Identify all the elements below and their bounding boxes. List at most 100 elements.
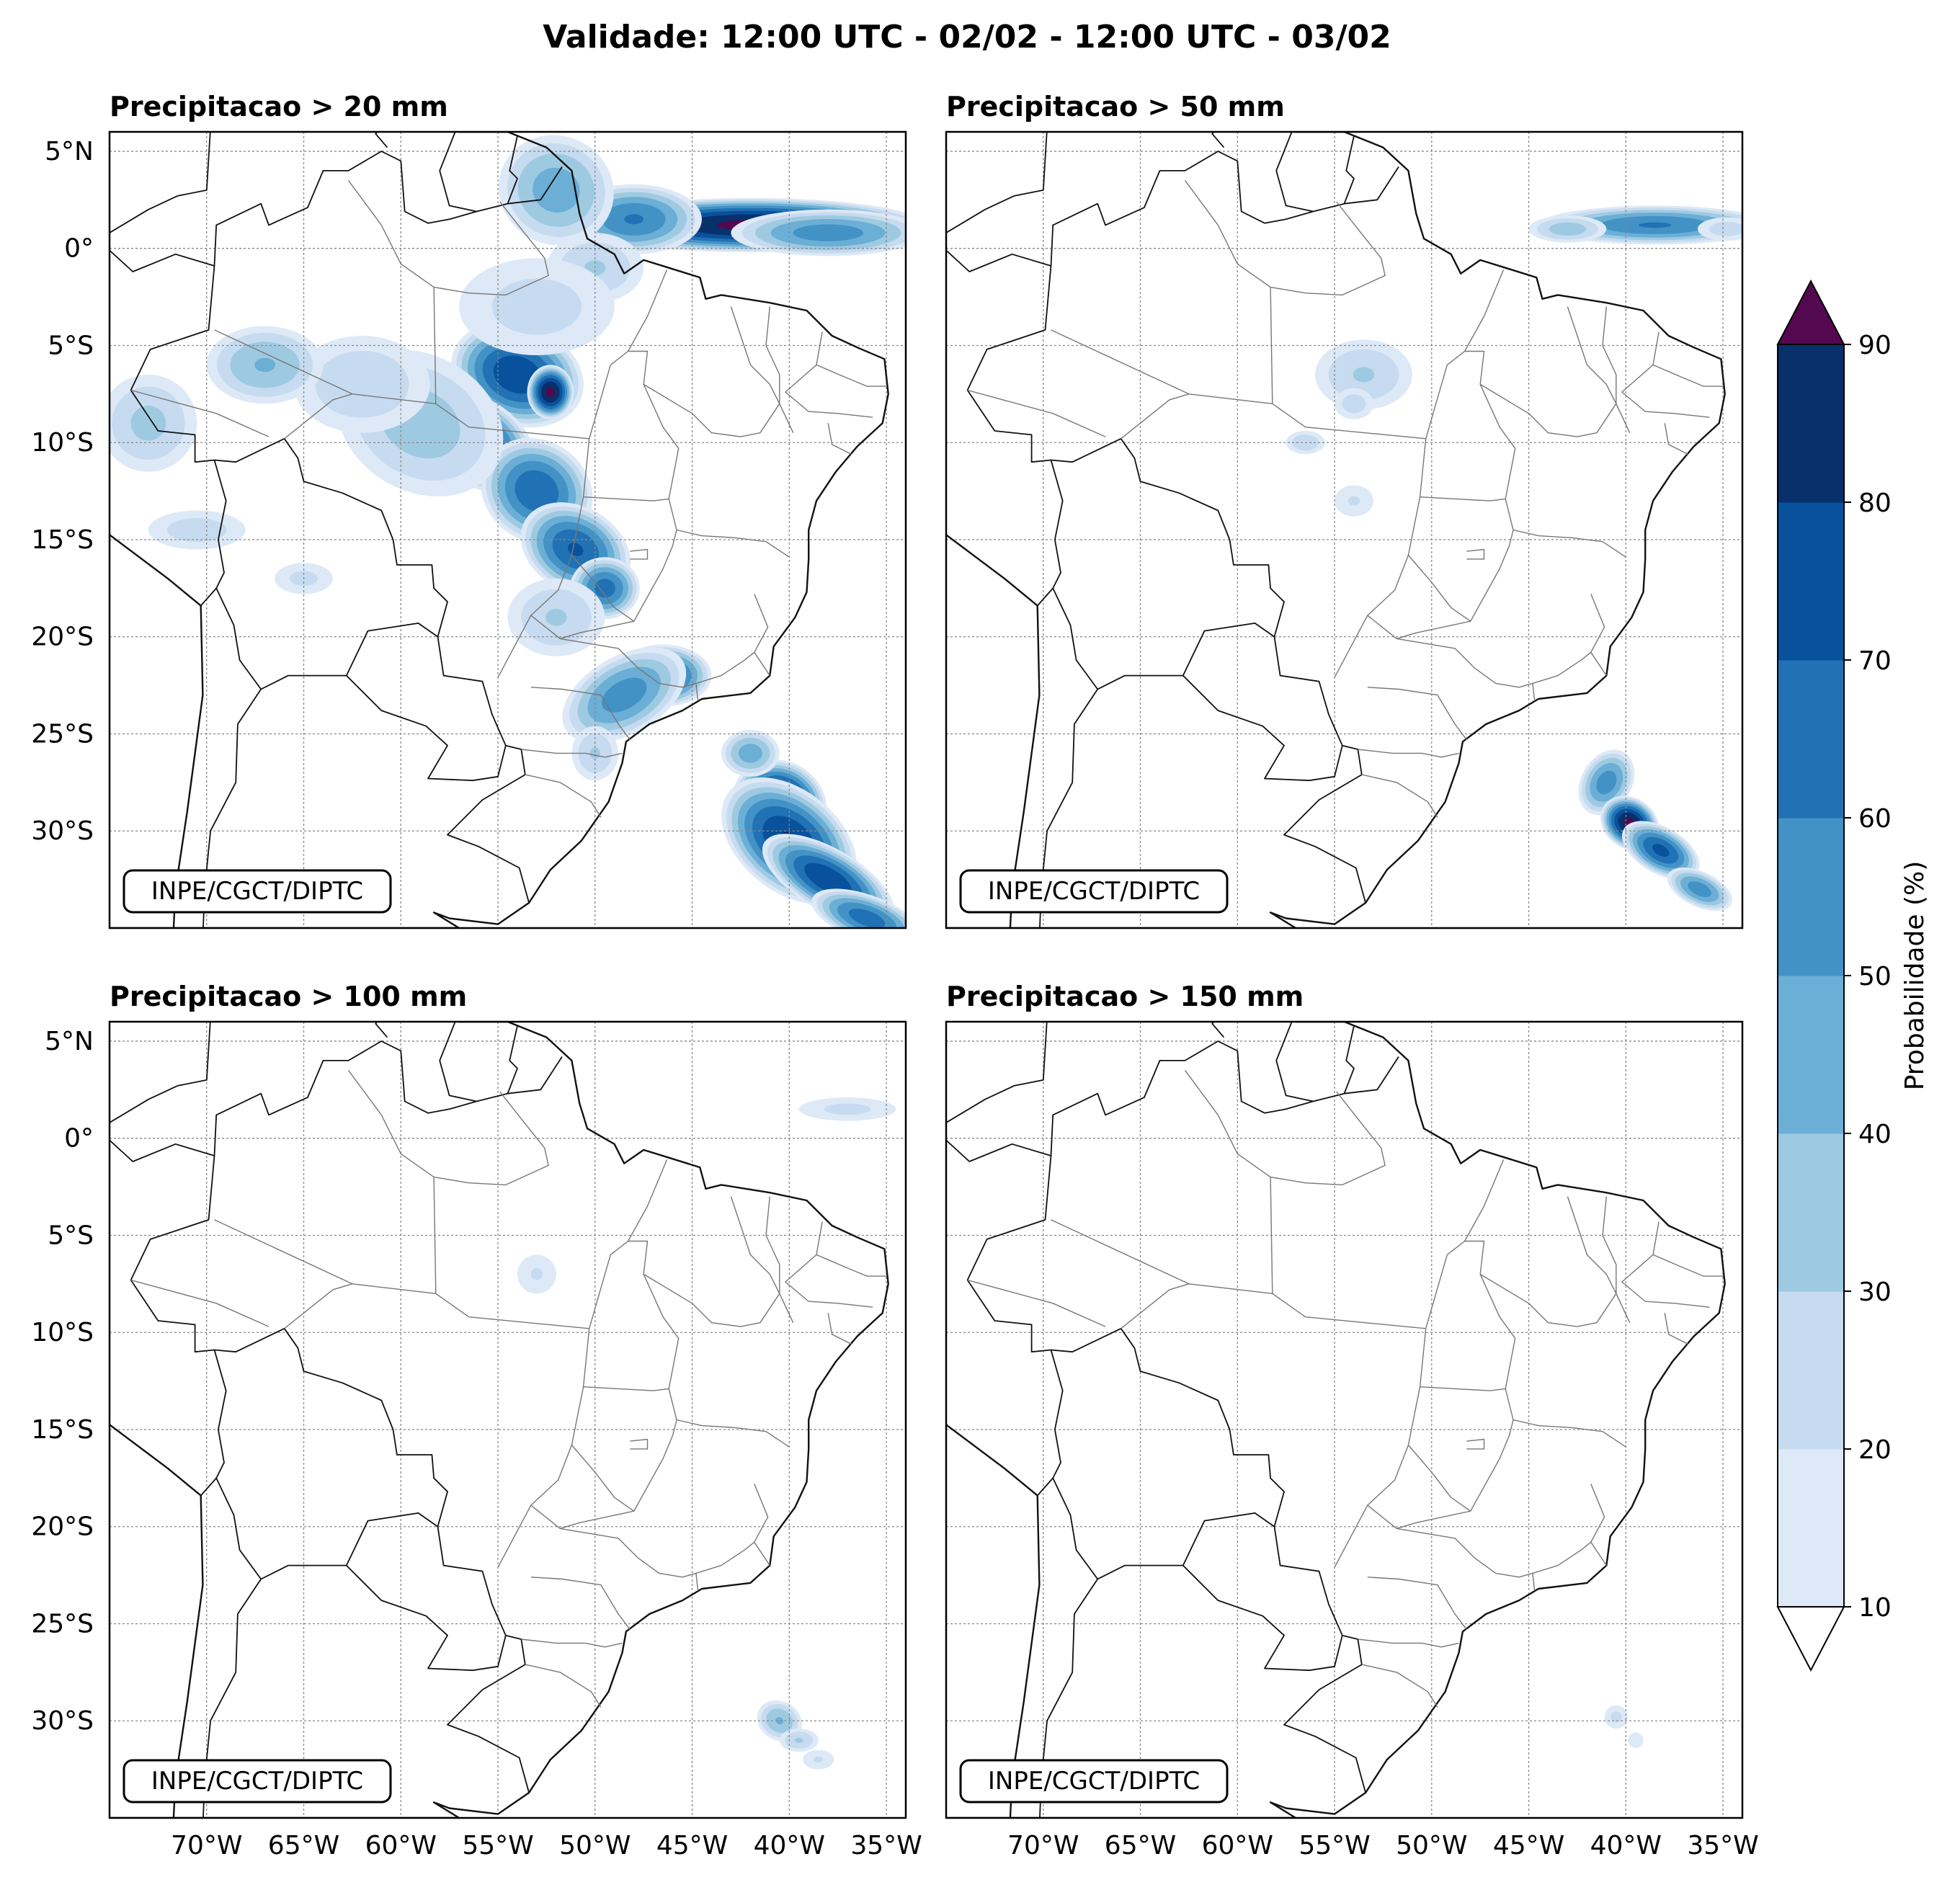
panel-title: Precipitacao > 50 mm [946,91,1285,122]
colorbar-tick-label: 30 [1858,1278,1892,1307]
country-border [946,132,1048,233]
state-border [433,287,437,404]
probability-contour [594,579,615,598]
probability-blob [721,730,780,777]
colorbar-tick-label: 60 [1858,804,1892,834]
state-border [530,1577,631,1631]
colorbar-tick-label: 90 [1858,331,1892,360]
probability-contour [804,862,852,896]
map-area [110,132,906,928]
lon-tick-label: 40°W [754,1831,825,1860]
state-border [1532,651,1592,685]
state-border [525,1664,602,1708]
state-border [630,548,649,560]
probability-contour [1709,221,1742,236]
probability-contour [1549,222,1587,236]
state-border [816,331,886,387]
country-border [439,1022,477,1102]
state-border [521,1639,623,1648]
state-border [633,530,677,622]
state-border [1470,530,1514,622]
state-border [827,1313,852,1345]
state-border [730,1196,794,1323]
probability-blob [1698,217,1742,241]
state-border [754,1484,770,1566]
lat-tick-label: 10°S [31,428,94,458]
state-border [785,1254,873,1308]
coastline [946,1022,1726,1818]
country-border [110,1022,211,1123]
gridlines [946,1022,1742,1818]
country-border [1343,1025,1355,1094]
lon-tick-label: 45°W [1493,1831,1564,1860]
country-border [375,1022,388,1038]
colorbar-tick-label: 20 [1858,1435,1892,1465]
country-border [215,588,439,690]
state-border [1420,1240,1516,1391]
country-border [110,132,211,233]
probability-blob [731,209,906,257]
map-panel: Precipitacao > 150 mm INPE/CGCT/DIPTC 70°W… [945,981,1759,1860]
state-border [730,306,794,433]
lon-tick-label: 65°W [268,1831,339,1860]
lon-tick-label: 70°W [1007,1831,1079,1860]
lat-tick-label: 5°S [48,331,94,360]
lon-tick-label: 40°W [1590,1831,1662,1860]
state-border [1532,1541,1592,1574]
probability-contour [824,1103,871,1115]
lon-tick-label: 45°W [656,1831,728,1860]
state-border [633,1419,677,1512]
probability-contour [794,1737,803,1743]
colorbar: 10 20 30 40 50 60 70 80 90 Probabilidade (%) [1776,279,1930,1672]
state-border [433,1177,437,1294]
colorbar-segment [1778,1291,1844,1450]
state-border [785,364,873,418]
probability-blob [1604,1705,1628,1729]
probability-blob [148,510,246,550]
state-border [1602,1196,1617,1294]
country-border [130,1040,563,1793]
state-border [284,393,353,440]
probability-contour [1348,496,1360,506]
country-border [1182,674,1343,782]
state-border [1396,638,1536,701]
lat-tick-label: 30°S [31,816,94,846]
coastline [110,1022,889,1818]
credit-label: INPE/CGCT/DIPTC [151,877,363,906]
credit-box: INPE/CGCT/DIPTC [959,869,1229,914]
colorbar-tick-label: 70 [1858,646,1892,676]
probability-contour [1628,1732,1644,1748]
state-border [560,1528,699,1591]
country-border [110,249,215,272]
coastline [946,132,1726,928]
probability-field [1286,205,1742,911]
credit-frame [959,869,1229,914]
state-border [1270,287,1273,404]
state-border [643,383,780,437]
state-border [521,749,623,758]
probability-contour [315,351,409,418]
state-border [1470,1419,1514,1512]
state-border [1358,749,1459,758]
probability-field [1604,1705,1644,1748]
state-border [1334,1328,1427,1568]
probability-blob [1538,205,1742,245]
probability-blob [527,365,574,419]
country-border [966,151,1399,904]
country-border [507,1025,518,1094]
colorbar-tick-label: 50 [1858,962,1892,991]
probability-blob [481,437,593,545]
colorbar-segment [1778,502,1844,661]
map-area [946,132,1742,928]
state-border [433,201,549,296]
lon-tick-label: 35°W [850,1831,922,1860]
state-border [1367,687,1467,741]
probability-blob [1335,388,1373,419]
probability-blob [1621,821,1700,880]
state-border [1051,1219,1306,1318]
country-border [507,135,518,205]
lat-tick-label: 25°S [31,719,94,749]
probability-blob [1667,868,1732,911]
lon-tick-label: 60°W [1202,1831,1273,1860]
state-border [1121,1283,1190,1329]
